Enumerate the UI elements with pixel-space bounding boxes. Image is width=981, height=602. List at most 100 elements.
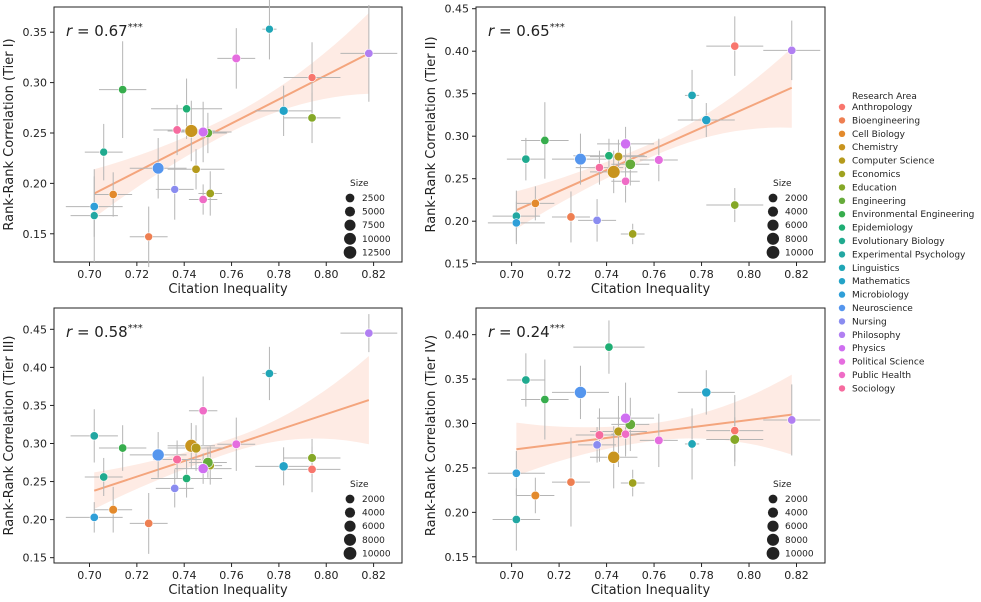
plot-frame — [53, 307, 403, 564]
y-tick-label: 0.45 — [23, 323, 48, 336]
size-legend-title: Size — [773, 480, 792, 490]
size-legend-marker — [766, 533, 780, 546]
x-tick-label: 0.72 — [547, 268, 572, 281]
y-tick-label: 0.30 — [23, 437, 48, 450]
y-tick-label: 0.35 — [23, 26, 48, 39]
legend-label: Neuroscience — [852, 304, 913, 314]
legend-marker — [838, 157, 846, 164]
chart-panel-4: 0.70 0.72 0.74 0.76 0.78 0.80 0.82 0.15 0.20 0.25… — [424, 307, 826, 598]
x-tick-label: 0.70 — [77, 268, 102, 281]
size-legend-marker — [345, 193, 355, 203]
y-tick-label: 0.45 — [445, 3, 470, 16]
data-point — [152, 162, 165, 175]
legend-label: Experimental Psychology — [852, 250, 966, 260]
data-point — [172, 125, 182, 135]
data-point — [205, 188, 215, 198]
data-point — [607, 450, 621, 464]
data-point — [307, 73, 317, 82]
legend-label: Evolutionary Biology — [852, 237, 945, 247]
size-legend-label: 2500 — [362, 194, 385, 204]
size-legend-marker — [767, 520, 779, 532]
x-axis-label: Citation Inequality — [168, 282, 288, 297]
legend-marker — [838, 291, 846, 298]
data-point — [607, 165, 621, 179]
legend-marker — [838, 144, 846, 151]
legend-marker — [838, 358, 846, 365]
data-point — [278, 461, 289, 472]
correlation-annotation: r = 0.58*** — [66, 323, 143, 341]
x-tick-label: 0.78 — [689, 268, 714, 281]
size-legend-marker — [767, 206, 779, 217]
y-tick-label: 0.40 — [445, 329, 470, 342]
size-legend-title: Size — [773, 179, 792, 189]
x-tick-label: 0.78 — [267, 569, 292, 582]
legend-label: Bioengineering — [852, 116, 920, 126]
y-axis-label: Rank-Rank Correlation (Tier I) — [2, 38, 17, 230]
x-tick-label: 0.70 — [499, 569, 524, 582]
y-axis-label: Rank-Rank Correlation (Tier II) — [424, 36, 439, 232]
data-point — [613, 151, 624, 162]
data-point — [729, 434, 740, 445]
y-tick-label: 0.30 — [23, 77, 48, 90]
legend-marker — [838, 103, 846, 111]
data-point — [530, 490, 540, 501]
legend-marker — [838, 130, 846, 137]
y-axis-label: Rank-Rank Correlation (Tier III) — [2, 336, 17, 536]
legend-label: Philosophy — [852, 331, 901, 341]
data-point — [621, 429, 631, 439]
data-point — [231, 439, 241, 449]
data-point — [278, 105, 289, 116]
size-legend-label: 7500 — [362, 221, 385, 231]
legend-label: Anthropology — [852, 103, 913, 113]
x-tick-label: 0.74 — [594, 268, 619, 281]
size-legend-label: 2000 — [785, 495, 808, 505]
y-tick-label: 0.15 — [445, 258, 470, 271]
legend-label: Public Health — [852, 371, 911, 381]
data-point — [540, 135, 550, 145]
data-point — [628, 478, 638, 488]
size-legend-label: 12500 — [362, 248, 391, 258]
chart-panel-1: 0.70 0.72 0.74 0.76 0.78 0.80 0.82 0.15 0.20 0.25… — [2, 0, 403, 297]
legend-marker — [838, 170, 846, 178]
size-legend-marker — [343, 246, 357, 259]
size-legend-marker — [344, 232, 356, 245]
legend-marker — [838, 331, 846, 338]
data-point — [730, 200, 740, 210]
confidence-band — [516, 374, 792, 476]
data-point — [89, 211, 99, 220]
size-legend-label: 10000 — [785, 248, 814, 258]
legend-label: Mathematics — [852, 277, 910, 287]
y-tick-label: 0.25 — [445, 462, 470, 475]
data-point — [621, 176, 631, 186]
data-point — [118, 85, 128, 95]
size-legend-marker — [344, 206, 356, 217]
y-tick-label: 0.30 — [445, 130, 470, 143]
legend-label: Engineering — [852, 197, 906, 207]
x-tick-label: 0.82 — [361, 268, 386, 281]
size-legend-marker — [766, 246, 780, 259]
size-legend-marker — [345, 494, 355, 504]
data-point — [182, 104, 192, 114]
y-tick-label: 0.20 — [445, 215, 470, 228]
x-tick-label: 0.80 — [314, 569, 339, 582]
size-legend-marker — [344, 520, 356, 532]
size-legend-label: 8000 — [785, 235, 808, 245]
data-point — [184, 124, 199, 138]
data-point — [566, 212, 576, 222]
x-axis-label: Citation Inequality — [591, 282, 711, 297]
legend-label: Environmental Engineering — [852, 210, 974, 220]
x-axis-label: Citation Inequality — [591, 583, 711, 598]
size-legend-label: 8000 — [362, 536, 385, 546]
legend-label: Microbiology — [852, 291, 910, 301]
data-point — [198, 406, 208, 416]
y-axis-label: Rank-Rank Correlation (Tier IV) — [424, 335, 439, 536]
legend-marker — [838, 345, 846, 352]
y-tick-label: 0.40 — [23, 361, 48, 374]
size-legend-marker — [766, 232, 780, 245]
y-tick-label: 0.25 — [23, 127, 48, 140]
data-point — [99, 147, 109, 157]
x-tick-label: 0.70 — [499, 268, 524, 281]
legend-marker — [838, 278, 846, 285]
data-point — [624, 158, 636, 170]
